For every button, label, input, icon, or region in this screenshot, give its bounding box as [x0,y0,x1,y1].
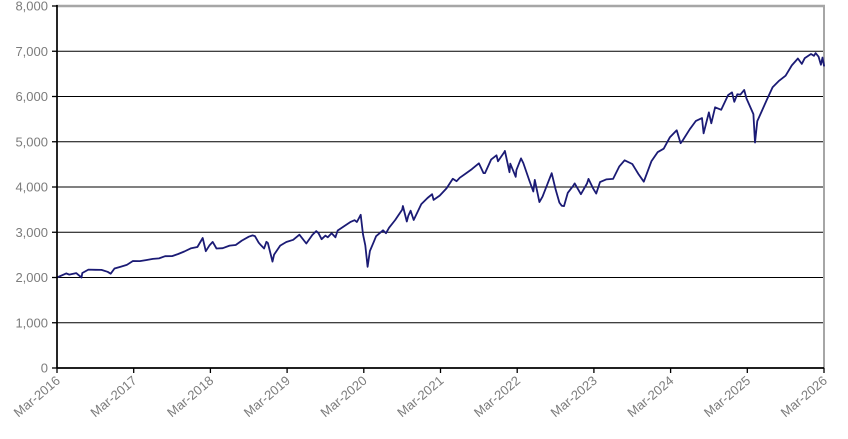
x-tick-label: Mar-2024 [624,373,676,420]
series-lines [56,52,825,279]
gridlines [57,5,824,324]
y-tick-label: 0 [41,361,48,376]
x-tick-label: Mar-2026 [778,373,830,420]
axes [52,5,825,373]
x-tick-label: Mar-2016 [11,373,63,420]
y-tick-label: 2,000 [15,270,48,285]
x-tick-label: Mar-2019 [241,373,293,420]
x-tick-label: Mar-2017 [87,373,139,420]
x-tick-label: Mar-2022 [471,373,523,420]
x-tick-label: Mar-2023 [548,373,600,420]
y-tick-label: 3,000 [15,225,48,240]
y-tick-label: 6,000 [15,89,48,104]
price-line [56,52,825,279]
y-tick-label: 1,000 [15,315,48,330]
y-tick-label: 8,000 [15,0,48,14]
y-axis-labels: 0 1,000 2,000 3,000 4,000 5,000 6,000 7,000 8,00… [15,0,48,376]
y-tick-label: 5,000 [15,134,48,149]
x-axis-labels: Mar-2016 Mar-2017 Mar-2018 Mar-2019 Mar-2020… [11,373,830,420]
x-tick-label: Mar-2021 [394,373,446,420]
y-tick-label: 7,000 [15,44,48,59]
x-tick-label: Mar-2025 [701,373,753,420]
y-tick-label: 4,000 [15,180,48,195]
x-tick-label: Mar-2018 [164,373,216,420]
x-tick-label: Mar-2020 [317,373,369,420]
